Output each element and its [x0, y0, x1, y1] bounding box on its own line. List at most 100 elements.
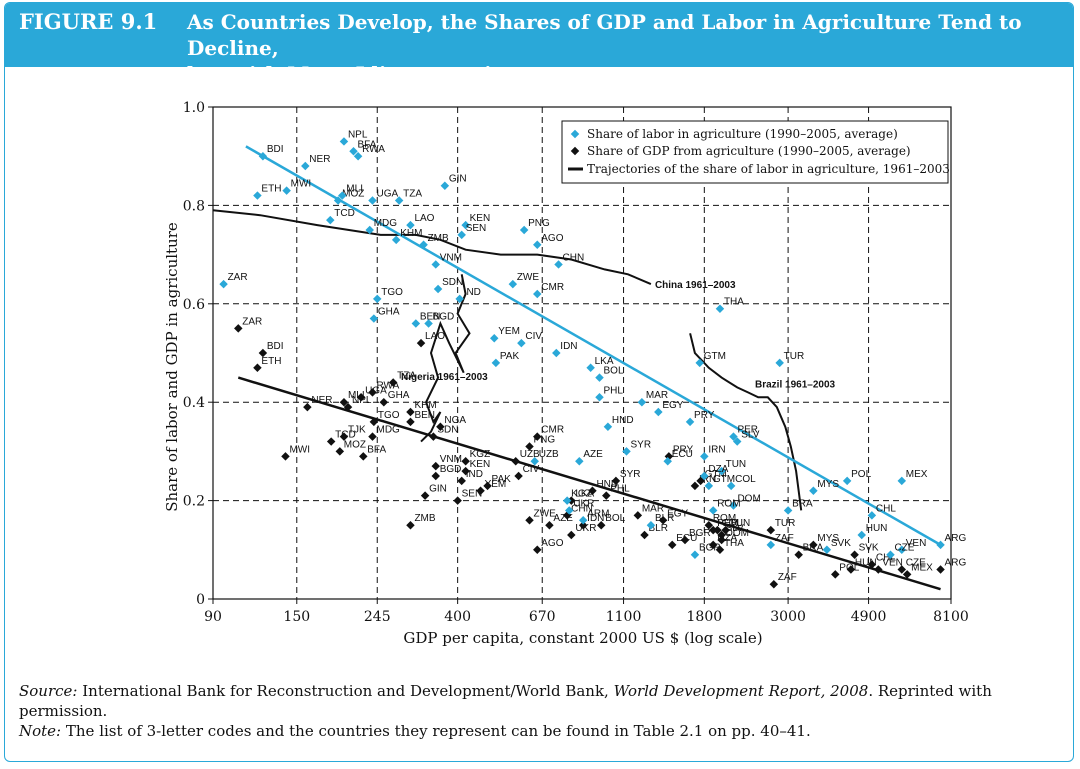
labor-point-label: SDN	[442, 277, 463, 288]
labor-point-marker	[282, 186, 291, 195]
labor-point-label: PHL	[604, 385, 624, 396]
labor-point-label: NER	[309, 154, 330, 165]
labor-point-marker	[530, 456, 539, 466]
labor-point-marker	[595, 393, 604, 402]
labor-point-marker	[301, 161, 310, 171]
labor-point-marker	[419, 240, 428, 250]
gdp-point-marker	[406, 520, 415, 530]
figure-number: FIGURE 9.1	[19, 9, 158, 34]
labor-point-marker	[729, 432, 738, 441]
gdp-point-marker	[457, 476, 466, 486]
labor-point-marker	[353, 151, 363, 161]
labor-point-marker	[433, 284, 443, 294]
figure-title-line-1: As Countries Develop, the Shares of GDP …	[187, 10, 1022, 60]
labor-point-label: AZE	[583, 449, 603, 460]
gdp-point-marker	[388, 378, 398, 387]
gdp-point-label: IND	[466, 469, 483, 480]
labor-point-label: RWA	[362, 144, 385, 155]
gdp-point-label: CMR	[541, 425, 564, 436]
labor-point-label: TGO	[381, 287, 403, 298]
gdp-point-label: GTM	[705, 469, 727, 480]
gdp-point-marker	[281, 452, 290, 461]
labor-point-marker	[431, 260, 440, 269]
labor-point-label: MYS	[817, 479, 839, 490]
labor-point-label: GTM	[713, 474, 735, 485]
labor-point-label: MOZ	[342, 188, 364, 199]
gdp-point-label: ZMB	[414, 513, 435, 524]
labor-point-marker	[369, 314, 379, 323]
labor-point-marker	[715, 304, 725, 313]
labor-point-marker	[685, 417, 695, 427]
gdp-point-label: CIV	[523, 464, 540, 475]
labor-point-label: BGR	[699, 543, 721, 554]
gdp-point-label: GIN	[429, 484, 447, 495]
legend-trajectory: Trajectories of the share of labor in ag…	[587, 162, 950, 176]
gdp-point-marker	[339, 432, 349, 441]
labor-point-marker	[637, 397, 647, 407]
gdp-point-label: NER	[311, 395, 332, 406]
gdp-point-label: CHL	[876, 553, 896, 564]
labor-point-label: MAR	[646, 390, 668, 401]
note-line: Note: The list of 3-letter codes and the…	[19, 721, 1059, 741]
legend-labor: Share of labor in agriculture (1990–2005…	[587, 127, 898, 141]
y-tick-label: 0.8	[183, 198, 205, 214]
source-prefix: Source:	[19, 682, 78, 700]
gdp-point-marker	[717, 530, 726, 540]
gdp-point-marker	[406, 417, 415, 427]
labor-point-marker	[552, 348, 561, 358]
gdp-point-marker	[696, 476, 705, 486]
x-tick-label: 670	[529, 609, 556, 625]
labor-point-marker	[654, 407, 663, 417]
trajectory-label: Nigeria 1961–2003	[401, 372, 488, 383]
labor-point-label: LKA	[595, 356, 614, 367]
gdp-point-label: HUN	[855, 557, 877, 568]
gdp-point-marker	[343, 402, 353, 412]
labor-point-marker	[663, 456, 672, 466]
gdp-point-label: THA	[724, 538, 744, 549]
labor-point-label: PAK	[500, 351, 520, 362]
gdp-point-marker	[667, 540, 677, 550]
x-tick-label: 1100	[606, 609, 642, 625]
gdp-point-marker	[326, 437, 336, 446]
labor-point-label: TCD	[334, 208, 355, 219]
labor-point-label: BEN	[420, 311, 441, 322]
gdp-point-marker	[303, 402, 312, 412]
labor-point-label: MDG	[374, 218, 398, 229]
gdp-point-label: MLI	[348, 390, 365, 401]
x-axis-ticks: 90 150 245 400 670 1100 1800 3000 4900 8100	[204, 599, 969, 625]
gdp-point-marker	[680, 535, 690, 545]
labor-point-label: CHN	[563, 252, 585, 263]
gdp-point-marker	[359, 452, 368, 461]
labor-point-marker	[809, 486, 818, 496]
labor-point-label: BLR	[655, 513, 674, 524]
gdp-point-marker	[633, 511, 643, 520]
trajectory-line	[212, 209, 652, 286]
gdp-point-marker	[234, 324, 243, 333]
figure-title: As Countries Develop, the Shares of GDP …	[187, 9, 1047, 87]
gdp-point-label: BGR	[689, 528, 711, 539]
labor-point-label: DZA	[708, 464, 728, 475]
x-tick-label: 8100	[933, 609, 969, 625]
gdp-point-marker	[831, 570, 840, 579]
gdp-point-marker	[368, 388, 377, 397]
labor-point-marker	[690, 550, 700, 559]
labor-point-marker	[622, 447, 631, 456]
gdp-point-label: PAK	[492, 474, 512, 485]
labor-point-label: ARG	[945, 533, 967, 544]
trend-lines	[237, 145, 942, 591]
gdp-point-label: COL	[721, 518, 742, 529]
labor-point-label: TUN	[726, 459, 747, 470]
labor-point-marker	[562, 496, 572, 505]
labor-point-marker	[440, 181, 450, 190]
gdp-point-marker	[476, 486, 485, 496]
labor-point-label: BRA	[792, 498, 813, 509]
labor-point-marker	[394, 196, 404, 205]
gdp-point-label: TUN	[730, 518, 751, 529]
trajectory-label: China 1961–2003	[655, 280, 736, 291]
gdp-point-marker	[769, 579, 779, 589]
gdp-point-marker	[406, 407, 415, 417]
gdp-point-label: MOZ	[344, 439, 366, 450]
gdp-point-label: KHM	[414, 400, 436, 411]
labor-point-marker	[533, 289, 542, 299]
gdp-point-marker	[461, 466, 470, 476]
